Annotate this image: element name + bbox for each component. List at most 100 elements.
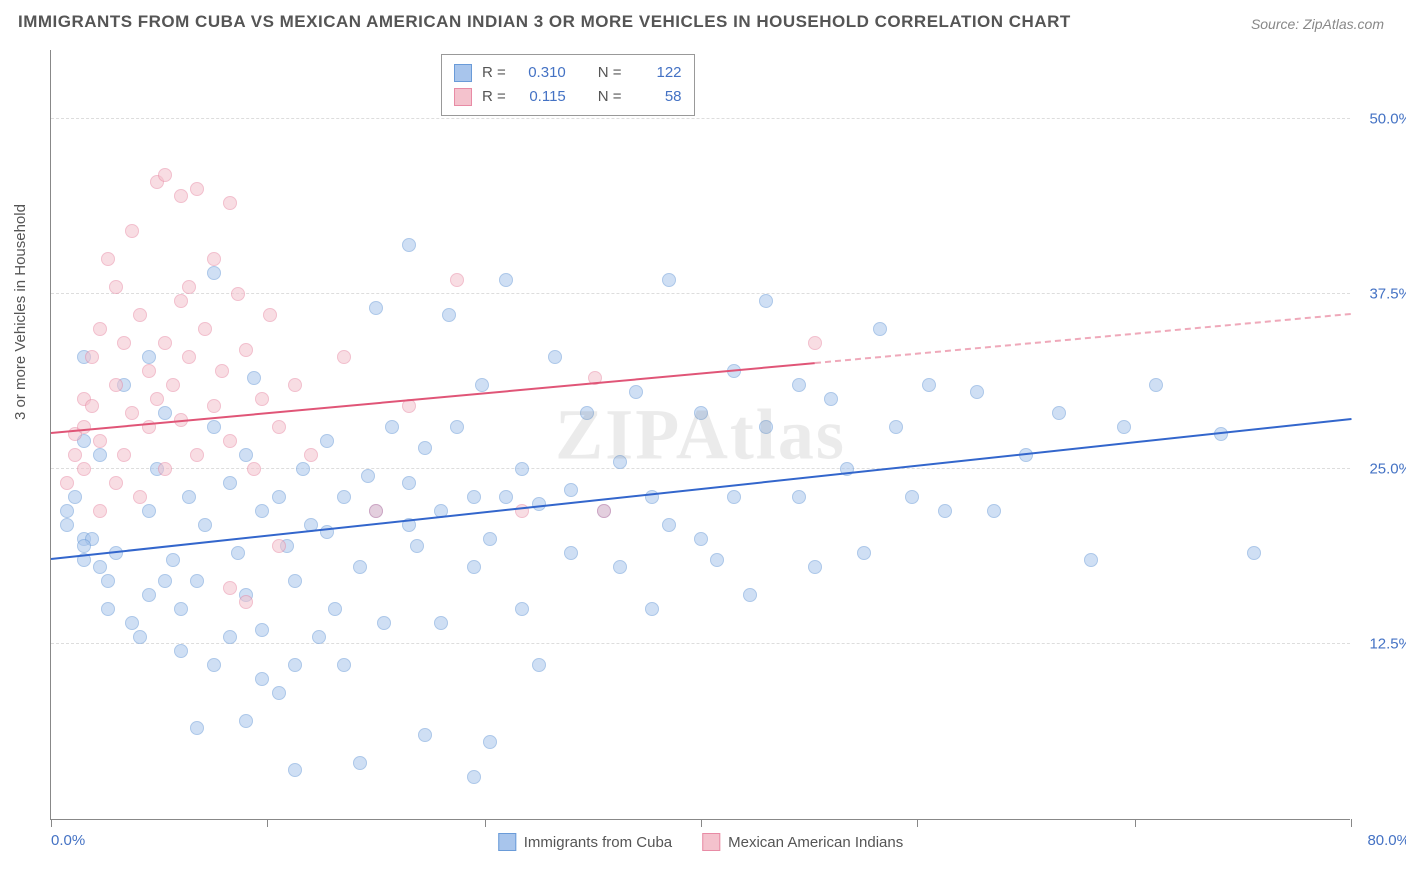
data-point — [597, 504, 611, 518]
data-point — [125, 224, 139, 238]
x-tick — [267, 819, 268, 827]
data-point — [158, 462, 172, 476]
r-label: R = — [482, 85, 506, 109]
data-point — [223, 581, 237, 595]
data-point — [231, 287, 245, 301]
x-tick — [1135, 819, 1136, 827]
gridline — [51, 643, 1350, 644]
data-point — [288, 763, 302, 777]
data-point — [418, 728, 432, 742]
data-point — [125, 406, 139, 420]
data-point — [710, 553, 724, 567]
data-point — [792, 378, 806, 392]
data-point — [337, 350, 351, 364]
data-point — [475, 378, 489, 392]
data-point — [158, 406, 172, 420]
data-point — [272, 420, 286, 434]
data-point — [207, 266, 221, 280]
data-point — [198, 322, 212, 336]
data-point — [133, 308, 147, 322]
data-point — [304, 448, 318, 462]
data-point — [337, 490, 351, 504]
data-point — [174, 602, 188, 616]
data-point — [182, 280, 196, 294]
swatch-mexican-icon — [702, 833, 720, 851]
data-point — [158, 574, 172, 588]
data-point — [174, 294, 188, 308]
data-point — [361, 469, 375, 483]
n-value-mexican: 58 — [632, 85, 682, 109]
data-point — [133, 630, 147, 644]
data-point — [808, 560, 822, 574]
data-point — [190, 182, 204, 196]
data-point — [109, 378, 123, 392]
data-point — [207, 252, 221, 266]
data-point — [467, 490, 481, 504]
legend-item-cuba: Immigrants from Cuba — [498, 833, 672, 851]
legend-row-mexican: R = 0.115 N = 58 — [454, 85, 682, 109]
data-point — [694, 532, 708, 546]
swatch-cuba — [454, 64, 472, 82]
data-point — [467, 560, 481, 574]
legend-label-mexican: Mexican American Indians — [728, 834, 903, 851]
data-point — [580, 406, 594, 420]
data-point — [85, 399, 99, 413]
data-point — [337, 658, 351, 672]
data-point — [93, 448, 107, 462]
chart-container: IMMIGRANTS FROM CUBA VS MEXICAN AMERICAN… — [0, 0, 1406, 892]
data-point — [215, 364, 229, 378]
data-point — [60, 518, 74, 532]
data-point — [1247, 546, 1261, 560]
data-point — [182, 350, 196, 364]
data-point — [743, 588, 757, 602]
data-point — [410, 539, 424, 553]
data-point — [174, 644, 188, 658]
data-point — [68, 448, 82, 462]
x-tick — [701, 819, 702, 827]
data-point — [873, 322, 887, 336]
data-point — [483, 735, 497, 749]
plot-area: ZIPAtlas R = 0.310 N = 122 R = 0.115 N =… — [50, 50, 1350, 820]
data-point — [85, 350, 99, 364]
data-point — [970, 385, 984, 399]
data-point — [223, 434, 237, 448]
data-point — [60, 504, 74, 518]
data-point — [93, 560, 107, 574]
data-point — [207, 420, 221, 434]
data-point — [645, 602, 659, 616]
series-legend: Immigrants from Cuba Mexican American In… — [498, 833, 903, 851]
data-point — [320, 434, 334, 448]
data-point — [142, 350, 156, 364]
data-point — [1149, 378, 1163, 392]
x-axis-min-label: 0.0% — [51, 832, 85, 849]
r-value-cuba: 0.310 — [516, 61, 566, 85]
data-point — [296, 462, 310, 476]
data-point — [109, 280, 123, 294]
data-point — [499, 273, 513, 287]
data-point — [759, 294, 773, 308]
data-point — [272, 686, 286, 700]
data-point — [662, 518, 676, 532]
data-point — [247, 371, 261, 385]
data-point — [77, 420, 91, 434]
data-point — [369, 301, 383, 315]
data-point — [662, 273, 676, 287]
data-point — [312, 630, 326, 644]
data-point — [239, 448, 253, 462]
data-point — [727, 490, 741, 504]
data-point — [125, 616, 139, 630]
data-point — [223, 630, 237, 644]
x-tick — [51, 819, 52, 827]
data-point — [207, 658, 221, 672]
legend-item-mexican: Mexican American Indians — [702, 833, 903, 851]
y-tick-label: 12.5% — [1357, 636, 1406, 653]
source-attribution: Source: ZipAtlas.com — [1251, 16, 1384, 32]
data-point — [792, 490, 806, 504]
data-point — [353, 756, 367, 770]
data-point — [223, 196, 237, 210]
data-point — [190, 448, 204, 462]
x-axis-max-label: 80.0% — [1367, 832, 1406, 849]
data-point — [328, 602, 342, 616]
swatch-mexican — [454, 88, 472, 106]
gridline — [51, 468, 1350, 469]
